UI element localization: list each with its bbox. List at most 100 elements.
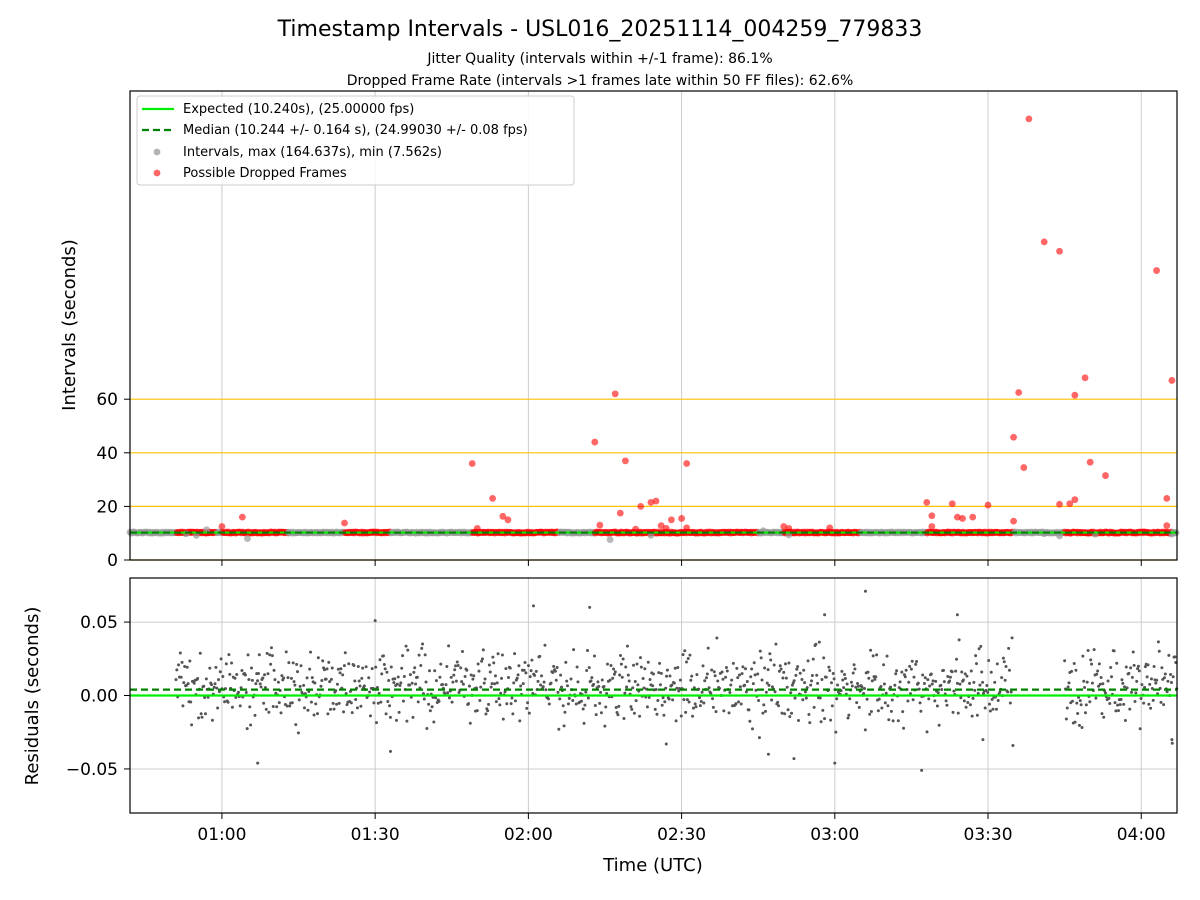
residual-point — [559, 673, 563, 677]
residual-point — [313, 681, 317, 685]
residual-point — [806, 659, 810, 663]
residual-point — [658, 661, 662, 665]
residual-point — [698, 704, 702, 708]
residual-point — [491, 655, 495, 659]
residual-point — [948, 679, 952, 683]
residual-point — [836, 690, 840, 694]
residual-point — [277, 701, 281, 705]
residual-point — [551, 671, 555, 675]
residual-point — [1092, 648, 1096, 652]
residual-point — [221, 674, 225, 678]
residual-point — [361, 666, 365, 670]
residual-point — [710, 668, 714, 672]
residual-point — [586, 696, 590, 700]
residual-point — [212, 685, 216, 689]
residual-point — [856, 684, 860, 688]
residual-point — [208, 666, 212, 670]
residual-point — [503, 690, 507, 694]
dropped-frame-point — [953, 513, 961, 521]
residual-point — [449, 675, 453, 679]
residual-point — [275, 705, 279, 709]
dropped-frame-point — [622, 457, 629, 465]
residual-point — [1085, 680, 1089, 684]
residual-point — [332, 707, 336, 711]
residual-point — [862, 691, 866, 695]
residual-point — [598, 701, 602, 705]
residual-point — [364, 665, 368, 669]
residual-point — [1169, 680, 1173, 684]
residual-point — [698, 696, 702, 700]
residual-point — [182, 681, 186, 685]
residual-point — [198, 651, 202, 655]
residual-point — [752, 661, 756, 665]
residual-point — [218, 670, 222, 674]
residual-point — [978, 683, 982, 687]
residual-point — [1072, 661, 1076, 665]
residual-point — [638, 656, 642, 660]
dropped-frame-point — [1056, 500, 1063, 508]
x-tick-label: 02:00 — [504, 825, 553, 845]
residual-point — [727, 711, 731, 715]
residual-point — [477, 669, 481, 673]
residual-point — [931, 679, 935, 683]
residual-point — [739, 702, 743, 706]
residual-point — [885, 654, 889, 658]
residual-point — [766, 752, 770, 756]
residual-point — [604, 705, 608, 709]
residual-point — [713, 674, 717, 678]
residual-point — [199, 712, 203, 716]
residual-point — [525, 706, 529, 710]
residual-point — [850, 684, 854, 688]
residual-point — [651, 684, 655, 688]
residual-point — [536, 679, 540, 683]
residual-point — [419, 663, 423, 667]
residual-point — [478, 699, 482, 703]
residual-point — [1116, 709, 1120, 713]
residual-point — [417, 653, 421, 657]
top-y-tick-label: 60 — [96, 390, 118, 410]
residual-point — [933, 699, 937, 703]
residual-point — [1165, 690, 1169, 694]
residual-point — [295, 662, 299, 666]
residual-point — [258, 682, 262, 686]
residual-point — [383, 667, 387, 671]
residual-point — [1113, 701, 1117, 705]
residual-point — [917, 687, 921, 691]
residual-point — [273, 678, 277, 682]
residual-point — [493, 674, 497, 678]
residual-point — [626, 673, 630, 677]
interval-point — [203, 526, 211, 534]
residual-point — [807, 713, 811, 717]
residual-point — [454, 664, 458, 668]
residual-point — [963, 672, 967, 676]
residual-point — [451, 680, 455, 684]
residual-point — [922, 681, 926, 685]
dropped-frame-point — [652, 497, 660, 505]
residual-point — [1009, 690, 1013, 694]
residual-point — [446, 691, 450, 695]
residual-point — [779, 667, 783, 671]
residual-point — [581, 707, 585, 711]
residual-point — [291, 661, 295, 665]
residual-point — [509, 702, 513, 706]
residual-point — [511, 712, 515, 716]
residual-point — [1136, 667, 1140, 671]
residual-point — [777, 669, 781, 673]
dropped-frame-point — [1040, 238, 1048, 246]
residual-point — [599, 690, 603, 694]
residual-point — [874, 675, 878, 679]
residual-point — [774, 642, 778, 646]
residual-point — [203, 696, 207, 700]
residual-point — [812, 705, 816, 709]
residual-point — [227, 653, 231, 657]
residual-point — [951, 710, 955, 714]
residual-point — [946, 674, 950, 678]
residual-point — [934, 679, 938, 683]
residual-point — [284, 650, 288, 654]
residual-point — [754, 688, 758, 692]
legend-box — [136, 95, 575, 186]
residual-point — [1155, 678, 1159, 682]
residual-point — [860, 685, 864, 689]
residual-point — [454, 679, 458, 683]
residual-point — [588, 605, 592, 609]
